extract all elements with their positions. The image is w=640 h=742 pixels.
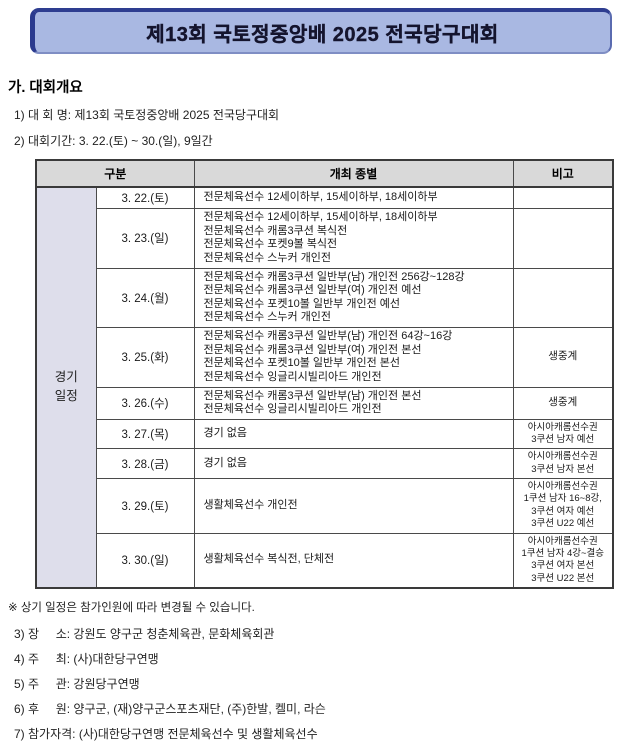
details-list: 3) 장 소: 강원도 양구군 청춘체육관, 문화체육회관 4) 주 최: (사… <box>14 625 640 742</box>
table-header-row: 구분 개최 종별 비고 <box>35 159 614 188</box>
header-cell-gubun: 구분 <box>35 159 195 188</box>
events-cell: 경기 없음 <box>193 418 514 450</box>
remark-cell <box>512 267 614 328</box>
header-cell-events: 개최 종별 <box>193 159 514 188</box>
section-heading: 가. 대회개요 <box>8 80 83 96</box>
schedule-row: 경기 일정 3. 22.(토) 전문체육선수 12세이하부, 15세이하부, 1… <box>35 186 614 589</box>
schedule-row: 3. 29.(토) 생활체육선수 개인전 아시아캐롬선수권 1쿠션 남자 16~… <box>36 478 614 534</box>
date-cell: 3. 22.(토) <box>95 186 195 209</box>
remark-cell: 아시아캐롬선수권 3쿠션 남자 본선 <box>512 448 614 480</box>
detail-line-sponsor: 6) 후 원: 양구군, (재)양구군스포츠재단, (주)한발, 켈미, 라슨 <box>14 701 326 716</box>
schedule-row: 3. 23.(일) 전문체육선수 12세이하부, 15세이하부, 18세이하부 … <box>36 208 614 269</box>
detail-line-eligibility: 7) 참가자격: (사)대한당구연맹 전문체육선수 및 생활체육선수 <box>14 726 318 741</box>
date-cell: 3. 29.(토) <box>95 478 195 534</box>
date-cell: 3. 30.(일) <box>95 532 195 589</box>
overview-line-event-period: 2) 대회기간: 3. 22.(토) ~ 30.(일), 9일간 <box>14 134 213 148</box>
date-cell: 3. 25.(화) <box>95 327 195 388</box>
schedule-row: 3. 28.(금) 경기 없음 아시아캐롬선수권 3쿠션 남자 본선 <box>36 448 614 480</box>
date-cell: 3. 23.(일) <box>95 208 195 269</box>
title-banner: 제13회 국토정중앙배 2025 전국당구대회 <box>30 8 612 54</box>
schedule-row: 3. 24.(월) 전문체육선수 캐롬3쿠션 일반부(남) 개인전 256강~1… <box>36 267 614 328</box>
remark-cell <box>512 186 614 209</box>
schedule-note: ※ 상기 일정은 참가인원에 따라 변경될 수 있습니다. <box>8 601 255 614</box>
remark-cell <box>512 208 614 269</box>
document-title: 제13회 국토정중앙배 2025 전국당구대회 <box>146 23 499 46</box>
events-cell: 전문체육선수 캐롬3쿠션 일반부(남) 개인전 64강~16강 전문체육선수 캐… <box>193 327 514 388</box>
schedule-table: 구분 개최 종별 비고 경기 일정 3. 22.(토) 전문체육선수 12세이하… <box>35 159 614 589</box>
remark-cell: 아시아캐롬선수권 1쿠션 남자 16~8강, 3쿠션 여자 예선 3쿠션 U22… <box>512 478 614 534</box>
date-cell: 3. 24.(월) <box>95 267 195 328</box>
schedule-row: 3. 25.(화) 전문체육선수 캐롬3쿠션 일반부(남) 개인전 64강~16… <box>36 327 614 388</box>
detail-line-host: 4) 주 최: (사)대한당구연맹 <box>14 651 159 666</box>
events-cell: 경기 없음 <box>193 448 514 480</box>
remark-cell: 생중계 <box>512 327 614 388</box>
schedule-row: 3. 26.(수) 전문체육선수 캐롬3쿠션 일반부(남) 개인전 본선 전문체… <box>36 386 614 420</box>
schedule-row: 3. 27.(목) 경기 없음 아시아캐롬선수권 3쿠션 남자 예선 <box>36 418 614 450</box>
overview-list: 1) 대 회 명: 제13회 국토정중앙배 2025 전국당구대회 2) 대회기… <box>14 106 640 149</box>
remark-cell: 아시아캐롬선수권 3쿠션 남자 예선 <box>512 418 614 450</box>
events-cell: 전문체육선수 캐롬3쿠션 일반부(남) 개인전 256강~128강 전문체육선수… <box>193 267 514 328</box>
events-cell: 전문체육선수 12세이하부, 15세이하부, 18세이하부 <box>193 186 514 209</box>
events-cell: 전문체육선수 캐롬3쿠션 일반부(남) 개인전 본선 전문체육선수 잉글리시빌리… <box>193 386 514 420</box>
document-page: 제13회 국토정중앙배 2025 전국당구대회 가. 대회개요 1) 대 회 명… <box>0 8 640 741</box>
date-cell: 3. 27.(목) <box>95 418 195 450</box>
events-cell: 생활체육선수 개인전 <box>193 478 514 534</box>
date-cell: 3. 28.(금) <box>95 448 195 480</box>
date-cell: 3. 26.(수) <box>95 386 195 420</box>
overview-line-event-name: 1) 대 회 명: 제13회 국토정중앙배 2025 전국당구대회 <box>14 108 280 122</box>
category-cell: 경기 일정 <box>35 186 97 589</box>
detail-line-venue: 3) 장 소: 강원도 양구군 청춘체육관, 문화체육회관 <box>14 626 275 641</box>
remark-cell: 아시아캐롬선수권 1쿠션 남자 4강~결승 3쿠션 여자 본선 3쿠션 U22 … <box>512 532 614 589</box>
schedule-row: 3. 30.(일) 생활체육선수 복식전, 단체전 아시아캐롬선수권 1쿠션 남… <box>36 532 614 589</box>
events-cell: 생활체육선수 복식전, 단체전 <box>193 532 514 589</box>
detail-line-organizer: 5) 주 관: 강원당구연맹 <box>14 676 140 691</box>
header-cell-remark: 비고 <box>512 159 614 188</box>
events-cell: 전문체육선수 12세이하부, 15세이하부, 18세이하부 전문체육선수 캐롬3… <box>193 208 514 269</box>
remark-cell: 생중계 <box>512 386 614 420</box>
